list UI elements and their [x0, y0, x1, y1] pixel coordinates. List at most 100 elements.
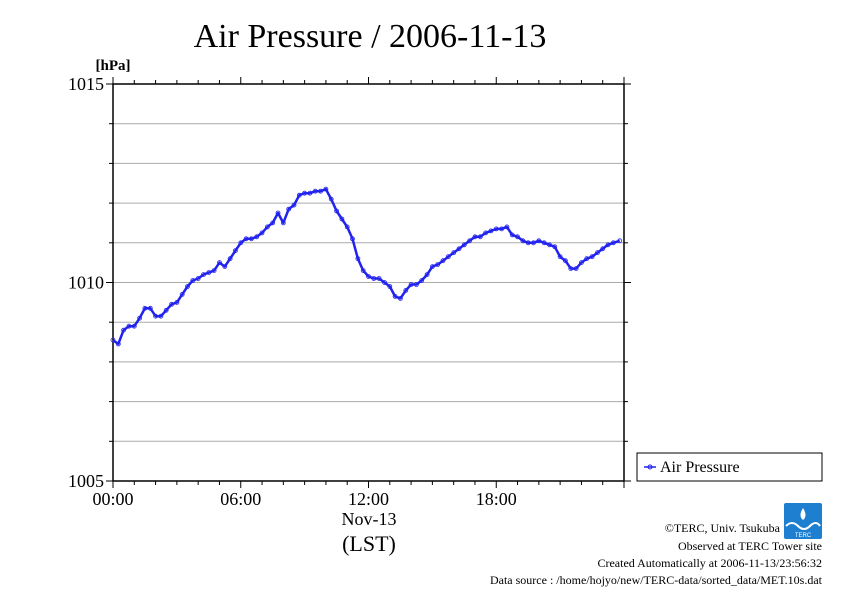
- data-point: [259, 230, 265, 236]
- data-point: [472, 234, 478, 240]
- data-point: [169, 301, 175, 307]
- data-point: [515, 234, 520, 240]
- data-point: [185, 284, 190, 289]
- data-point: [579, 260, 584, 266]
- data-point: [190, 278, 196, 283]
- credit-observed: Observed at TERC Tower site: [678, 539, 822, 553]
- data-point: [477, 234, 483, 240]
- data-point: [206, 270, 212, 276]
- data-point: [573, 266, 579, 272]
- data-point: [302, 190, 308, 196]
- data-point: [339, 216, 345, 222]
- x-axis-date-label: Nov-13: [342, 509, 397, 529]
- data-point: [504, 224, 510, 230]
- data-point: [605, 242, 611, 248]
- data-point: [110, 337, 116, 343]
- chart-title: Air Pressure / 2006-11-13: [194, 18, 547, 55]
- terc-logo-drop: [800, 508, 806, 520]
- data-point: [440, 258, 446, 264]
- data-point: [275, 210, 281, 216]
- data-point: [296, 192, 302, 198]
- x-tick-label: 06:00: [220, 489, 261, 509]
- data-point: [424, 272, 430, 278]
- data-point: [355, 256, 361, 262]
- data-point: [435, 262, 441, 268]
- x-tick-label: 12:00: [348, 489, 389, 509]
- legend: Air Pressure: [636, 452, 823, 482]
- data-point: [147, 305, 153, 311]
- data-point: [552, 244, 558, 250]
- data-point: [312, 188, 318, 194]
- terc-logo-background: [784, 503, 822, 539]
- y-tick-label: 1010: [68, 273, 104, 293]
- credit-created: Created Automatically at 2006-11-13/23:5…: [597, 556, 822, 570]
- data-point: [280, 220, 286, 226]
- data-point: [520, 238, 526, 244]
- data-point: [371, 276, 377, 281]
- data-point: [611, 240, 616, 246]
- data-point: [525, 240, 531, 246]
- data-point: [403, 287, 409, 293]
- data-point: [483, 230, 489, 236]
- data-point: [286, 206, 292, 212]
- data-point: [547, 242, 552, 248]
- data-point: [179, 291, 185, 297]
- data-point: [121, 327, 126, 333]
- data-point: [413, 282, 419, 287]
- data-point: [115, 341, 121, 347]
- data-point: [201, 272, 206, 278]
- data-point: [360, 268, 366, 274]
- data-point: [617, 238, 623, 244]
- data-point: [238, 240, 244, 246]
- data-point: [382, 280, 387, 285]
- data-point: [318, 188, 324, 194]
- data-point: [419, 278, 425, 283]
- data-point: [158, 313, 164, 319]
- terc-logo-text: TERC: [795, 533, 812, 539]
- data-point: [195, 276, 201, 281]
- data-point: [493, 226, 499, 232]
- data-point: [595, 250, 600, 256]
- data-point: [589, 254, 595, 260]
- data-point: [509, 232, 515, 238]
- data-point: [291, 202, 297, 208]
- data-point: [126, 323, 132, 329]
- data-point: [467, 238, 473, 244]
- y-tick-label: 1005: [68, 471, 104, 491]
- data-point: [499, 226, 505, 232]
- data-point: [344, 224, 350, 230]
- legend-box: [636, 452, 823, 482]
- data-point: [264, 224, 270, 230]
- data-point: [307, 190, 313, 196]
- x-axis-title: (LST): [342, 531, 396, 556]
- data-point: [153, 313, 159, 319]
- series-line: [112, 187, 621, 346]
- data-point: [328, 196, 334, 202]
- data-point: [392, 293, 398, 299]
- x-axis: 00:00 06:00 12:00 18:00: [92, 77, 625, 509]
- grid-lines: [113, 123, 624, 442]
- credits: ©TERC, Univ. Tsukuba Observed at TERC To…: [490, 521, 823, 587]
- data-point: [366, 274, 371, 279]
- data-point: [584, 256, 590, 262]
- data-point: [376, 276, 382, 281]
- data-point: [248, 236, 254, 242]
- data-point: [323, 186, 329, 192]
- data-point: [397, 295, 403, 301]
- y-axis-unit: [hPa]: [96, 58, 131, 74]
- data-point: [137, 315, 143, 321]
- data-point: [270, 220, 276, 226]
- data-point: [131, 323, 137, 329]
- data-point: [387, 284, 393, 289]
- data-point: [536, 238, 542, 244]
- credit-source: Data source : /home/hojyo/new/TERC-data/…: [490, 573, 823, 587]
- data-point: [174, 299, 180, 305]
- data-point: [461, 242, 467, 248]
- data-point: [531, 240, 536, 246]
- x-tick-label: 00:00: [92, 489, 133, 509]
- data-point: [217, 260, 222, 266]
- data-point: [222, 264, 228, 270]
- data-point: [451, 250, 457, 256]
- data-point: [227, 256, 233, 262]
